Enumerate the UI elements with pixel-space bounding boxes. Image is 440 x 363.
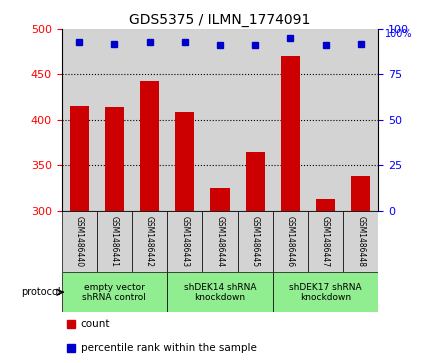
Bar xyxy=(105,107,124,211)
Bar xyxy=(175,112,194,211)
Text: GSM1486442: GSM1486442 xyxy=(145,216,154,267)
Text: GSM1486445: GSM1486445 xyxy=(251,216,260,267)
Bar xyxy=(62,211,97,272)
Text: GSM1486443: GSM1486443 xyxy=(180,216,189,267)
Text: GSM1486444: GSM1486444 xyxy=(216,216,224,267)
Bar xyxy=(238,211,273,272)
Bar xyxy=(281,56,300,211)
Text: shDEK17 shRNA
knockdown: shDEK17 shRNA knockdown xyxy=(289,282,362,302)
Text: count: count xyxy=(81,319,110,329)
Title: GDS5375 / ILMN_1774091: GDS5375 / ILMN_1774091 xyxy=(129,13,311,26)
Text: GSM1486448: GSM1486448 xyxy=(356,216,365,267)
Bar xyxy=(273,272,378,312)
Text: 100%: 100% xyxy=(385,29,412,39)
Bar xyxy=(97,211,132,272)
Text: shDEK14 shRNA
knockdown: shDEK14 shRNA knockdown xyxy=(184,282,256,302)
Bar xyxy=(308,211,343,272)
Bar xyxy=(132,211,167,272)
Text: GSM1486441: GSM1486441 xyxy=(110,216,119,267)
Bar xyxy=(351,176,370,211)
Bar xyxy=(70,106,89,211)
Bar xyxy=(202,211,238,272)
Text: GSM1486440: GSM1486440 xyxy=(75,216,84,267)
Text: GSM1486446: GSM1486446 xyxy=(286,216,295,267)
Bar xyxy=(62,272,167,312)
Text: protocol: protocol xyxy=(21,287,61,297)
Bar xyxy=(316,199,335,211)
Bar xyxy=(246,152,265,211)
Text: empty vector
shRNA control: empty vector shRNA control xyxy=(82,282,147,302)
Text: GSM1486447: GSM1486447 xyxy=(321,216,330,267)
Text: percentile rank within the sample: percentile rank within the sample xyxy=(81,343,257,352)
Bar xyxy=(167,211,202,272)
Bar xyxy=(210,188,230,211)
Bar xyxy=(273,211,308,272)
Bar xyxy=(167,272,273,312)
Bar xyxy=(343,211,378,272)
Bar xyxy=(140,81,159,211)
